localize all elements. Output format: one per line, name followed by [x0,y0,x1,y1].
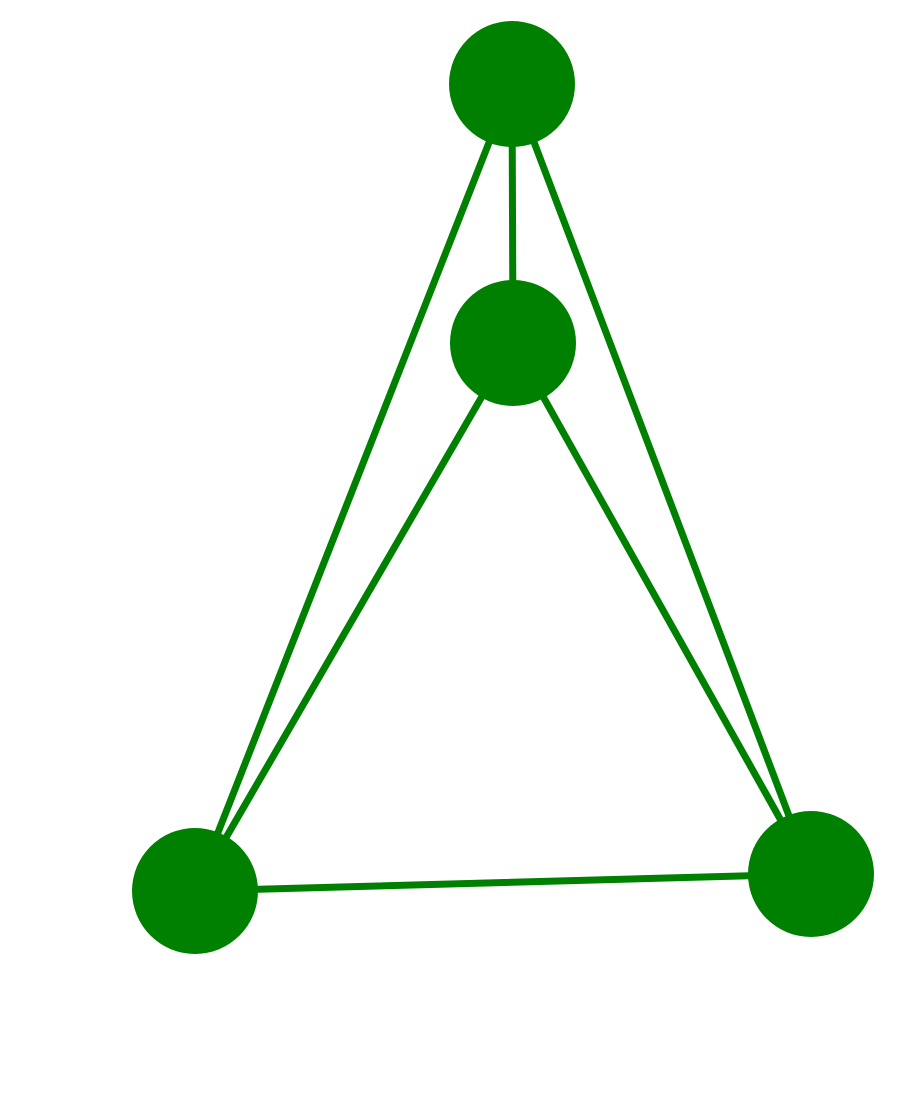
edge-center-bottom-left [191,339,517,895]
node-bottom-right [748,811,874,937]
node-center [450,280,576,406]
edge-top-bottom-right [508,80,815,878]
edge-top-bottom-left [191,80,516,895]
node-bottom-left [132,828,258,954]
edge-bottom-left-bottom-right [191,870,815,895]
node-top [449,21,575,147]
edges-layer [191,80,815,895]
nodes-layer [132,21,874,954]
edge-center-bottom-right [509,339,815,878]
